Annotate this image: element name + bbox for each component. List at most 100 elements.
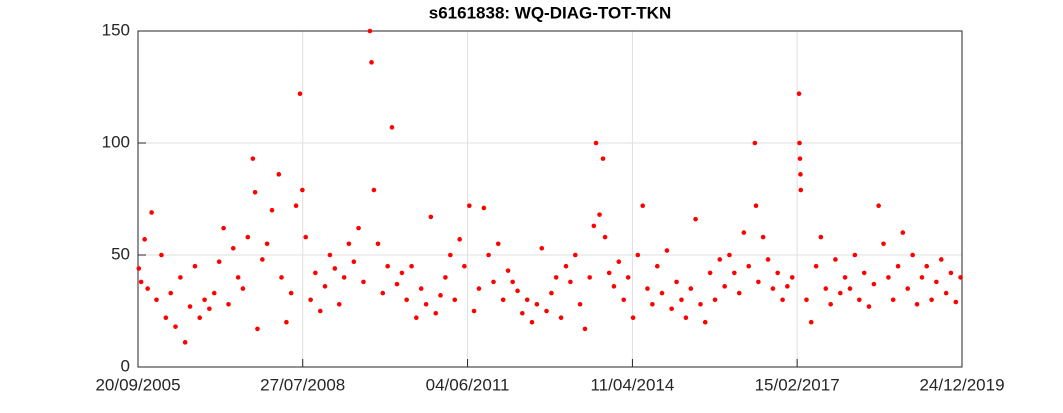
point — [467, 203, 472, 209]
point — [785, 284, 790, 289]
point — [679, 297, 684, 303]
point — [886, 275, 891, 280]
point — [674, 279, 679, 285]
point — [375, 241, 381, 247]
point — [399, 270, 405, 276]
point — [948, 270, 954, 276]
point — [369, 60, 374, 65]
point — [284, 319, 289, 325]
plot-frame — [137, 30, 963, 368]
point — [797, 156, 803, 161]
point — [240, 286, 246, 291]
point — [804, 297, 809, 303]
point — [625, 275, 631, 280]
point — [394, 281, 400, 287]
point — [486, 252, 491, 258]
point — [905, 286, 911, 291]
point — [303, 234, 309, 240]
point — [476, 286, 482, 291]
point — [211, 290, 217, 296]
point — [216, 259, 222, 265]
point — [230, 245, 236, 251]
point — [587, 275, 593, 280]
point — [669, 306, 674, 312]
point — [336, 301, 342, 307]
point — [515, 288, 520, 294]
point — [149, 210, 154, 215]
point — [327, 252, 333, 258]
point — [688, 286, 694, 291]
point — [520, 310, 525, 316]
point — [356, 225, 361, 231]
x-tick-label: 11/04/2014 — [591, 375, 675, 394]
point — [842, 275, 848, 280]
point — [192, 263, 198, 269]
point — [471, 308, 477, 314]
point — [539, 245, 545, 251]
point — [876, 203, 881, 209]
point — [702, 319, 708, 325]
point — [252, 189, 258, 195]
point — [187, 304, 193, 309]
point — [389, 125, 395, 130]
point — [563, 263, 569, 269]
point — [712, 297, 718, 303]
point — [207, 306, 212, 312]
point — [895, 263, 901, 269]
point — [914, 301, 920, 307]
point — [448, 252, 453, 258]
point — [544, 308, 549, 314]
point — [798, 172, 803, 177]
point — [760, 234, 766, 240]
point — [264, 241, 270, 247]
point — [780, 297, 785, 303]
point — [255, 326, 260, 332]
point — [481, 205, 487, 211]
point — [664, 248, 670, 253]
point — [635, 252, 641, 258]
point — [582, 326, 588, 332]
point — [462, 263, 467, 269]
point — [600, 156, 606, 161]
point — [553, 275, 559, 280]
point — [890, 297, 896, 303]
point — [573, 252, 578, 258]
point — [260, 257, 265, 262]
point — [159, 252, 164, 258]
point — [529, 319, 535, 325]
point — [202, 297, 207, 303]
point — [577, 301, 583, 307]
point — [361, 279, 366, 285]
point — [775, 270, 780, 276]
point — [510, 279, 515, 285]
point — [823, 286, 829, 291]
point — [808, 319, 814, 325]
point — [727, 252, 732, 258]
point — [568, 279, 573, 285]
point — [593, 140, 599, 146]
point — [226, 301, 231, 307]
point — [346, 241, 352, 247]
y-tick-label: 150 — [102, 20, 130, 39]
point — [953, 299, 959, 305]
point — [871, 281, 877, 287]
point — [621, 297, 627, 303]
point — [900, 230, 906, 235]
point — [611, 284, 617, 289]
point — [833, 257, 838, 262]
point — [770, 286, 776, 291]
point — [929, 297, 934, 303]
point — [698, 301, 703, 307]
point — [245, 234, 251, 240]
point — [732, 270, 737, 276]
y-tick-label: 50 — [111, 244, 130, 263]
point — [163, 315, 169, 321]
point — [300, 187, 305, 193]
point — [934, 279, 939, 285]
point — [145, 286, 150, 291]
point — [293, 203, 299, 209]
x-tick-label: 27/07/2008 — [260, 375, 345, 394]
point — [813, 263, 819, 269]
point — [438, 293, 443, 298]
chart-title: s6161838: WQ-DIAG-TOT-TKN — [429, 3, 671, 22]
